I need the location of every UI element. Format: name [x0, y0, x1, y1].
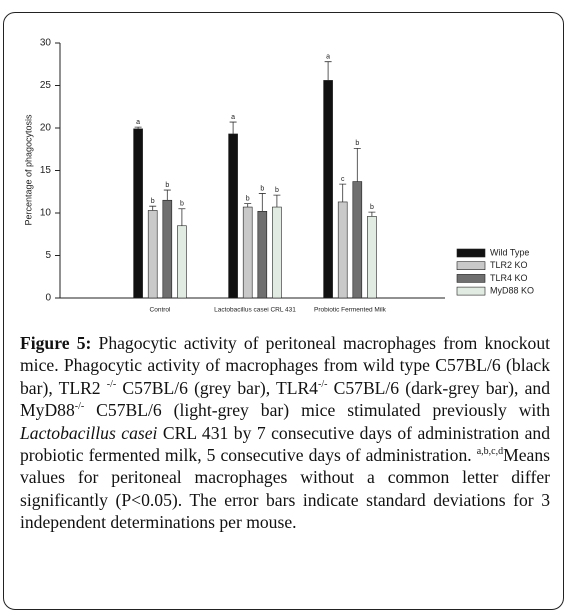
error-bar [273, 194, 281, 208]
legend-swatch [456, 274, 486, 283]
x-tick-label: Lactobacillus casei CRL 431 [214, 307, 296, 314]
legend-swatch [456, 286, 486, 296]
error-bar [324, 61, 332, 81]
significance-letter: b [151, 198, 155, 205]
significance-letter: a [231, 114, 235, 121]
x-tick-label: Probiotic Fermented Milk [314, 307, 387, 314]
legend-label: TLR2 KO [490, 260, 528, 270]
error-bar [339, 183, 347, 202]
y-tick-label: 10 [40, 208, 52, 219]
significance-letter: b [180, 201, 184, 208]
bar [272, 206, 282, 299]
error-bar [368, 211, 376, 217]
error-bar [353, 148, 361, 182]
bar [257, 211, 268, 299]
significance-letter: b [165, 182, 169, 189]
y-tick-label: 20 [40, 123, 52, 134]
bar [323, 80, 333, 299]
bar [367, 216, 377, 299]
species-name: Lactobacillus casei [20, 422, 158, 443]
bar [228, 133, 238, 299]
bar [337, 201, 348, 299]
bar [162, 199, 173, 299]
bar [242, 206, 253, 299]
caption-text: Means values for peritoneal macrophages … [20, 445, 550, 533]
bar [352, 181, 363, 299]
superscript: -/- [106, 378, 117, 390]
figure-label: Figure 5: [20, 333, 92, 353]
significance-letter: b [370, 204, 374, 211]
significance-letter: c [341, 176, 345, 183]
y-tick-label: 15 [40, 165, 52, 176]
superscript: a,b,c,d [476, 446, 504, 458]
significance-letter: b [355, 140, 359, 147]
significance-letter: b [275, 187, 279, 194]
caption-text: C57BL/6 (light-grey bar) mice stimulated… [84, 400, 550, 421]
legend-label: Wild Type [490, 247, 529, 257]
caption: Figure 5: Phagocytic activity of periton… [20, 332, 550, 534]
error-bar [258, 193, 266, 212]
caption-text: C57BL/6 (grey bar), TLR4 [116, 377, 318, 398]
significance-letter: b [260, 185, 264, 192]
y-tick-label: 5 [45, 250, 51, 261]
legend-swatch [456, 248, 486, 258]
error-bar [149, 205, 157, 211]
figure-frame [3, 12, 564, 610]
error-bar [163, 189, 171, 201]
significance-letter: a [136, 119, 140, 126]
y-tick-label: 30 [40, 38, 52, 49]
y-axis-label: Percentage of phagocytosis [23, 114, 33, 226]
superscript: -/- [317, 378, 328, 390]
error-bar [134, 126, 142, 129]
significance-letter: a [326, 54, 330, 61]
caption-text: CRL 431 by 7 consecutive days of adminis… [20, 422, 551, 466]
caption-text: Phagocytic activity of peritoneal macrop… [20, 333, 551, 398]
superscript: -/- [74, 401, 85, 413]
bar [147, 210, 158, 299]
error-bar [244, 203, 252, 208]
chart: Percentage of phagocytosis 0 5 10 15 20 25 30 C… [23, 38, 534, 314]
bar [177, 225, 187, 299]
bar [133, 128, 143, 299]
legend-swatch [456, 261, 486, 271]
legend-label: TLR4 KO [490, 273, 528, 283]
x-tick-label: Control [150, 307, 172, 314]
legend-label: MyD88 KO [490, 285, 534, 295]
significance-letter: b [246, 195, 250, 202]
y-tick-label: 0 [45, 293, 51, 304]
error-bar [229, 121, 237, 134]
caption-text: C57BL/6 (dark-grey bar), and MyD88 [20, 377, 550, 421]
y-tick-label: 25 [40, 80, 52, 91]
error-bar [178, 208, 186, 226]
